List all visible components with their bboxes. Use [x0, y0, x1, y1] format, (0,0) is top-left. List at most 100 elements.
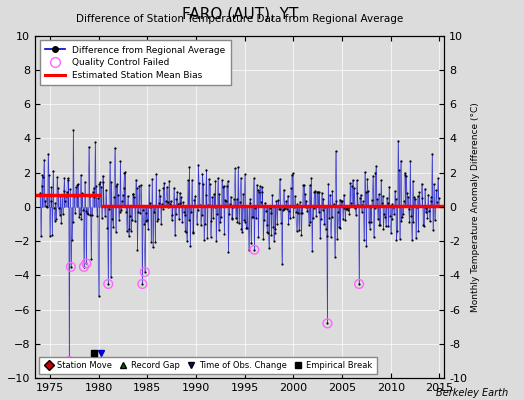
Point	[369, 172, 377, 179]
Point	[110, 194, 118, 200]
Point	[50, 218, 59, 224]
Point	[70, 192, 79, 199]
Point	[354, 202, 363, 208]
Point	[365, 218, 373, 225]
Point	[181, 228, 190, 235]
Point	[167, 217, 176, 223]
Point	[179, 199, 187, 206]
Point	[211, 204, 219, 211]
Point	[151, 239, 159, 245]
Point	[368, 197, 376, 203]
Point	[195, 180, 203, 186]
Point	[149, 244, 157, 250]
Point	[59, 211, 67, 217]
Point	[104, 281, 113, 287]
Point	[208, 194, 216, 200]
Point	[277, 220, 286, 226]
Point	[65, 358, 73, 364]
Point	[369, 234, 378, 240]
Point	[434, 195, 443, 201]
Point	[315, 189, 323, 196]
Point	[97, 215, 106, 221]
Point	[385, 183, 394, 190]
Point	[432, 187, 440, 193]
Point	[133, 247, 141, 253]
Point	[156, 193, 165, 199]
Point	[298, 210, 307, 216]
Point	[414, 228, 422, 234]
Point	[142, 210, 150, 217]
Point	[393, 228, 401, 234]
Point	[66, 186, 74, 192]
Point	[316, 216, 325, 222]
Point	[297, 210, 305, 216]
Point	[167, 198, 175, 204]
Point	[121, 169, 129, 176]
Point	[51, 200, 60, 207]
Point	[288, 171, 296, 178]
Point	[90, 194, 99, 200]
Point	[407, 213, 415, 220]
Point	[202, 166, 211, 173]
Text: Difference of Station Temperature Data from Regional Average: Difference of Station Temperature Data f…	[76, 14, 403, 24]
Point	[306, 219, 314, 225]
Point	[398, 214, 406, 220]
Point	[428, 150, 436, 157]
Point	[183, 238, 191, 244]
Point	[259, 235, 267, 242]
Point	[162, 184, 171, 190]
Point	[294, 210, 302, 216]
Point	[248, 214, 256, 220]
Point	[100, 203, 108, 209]
Point	[269, 224, 277, 230]
Point	[371, 170, 379, 177]
Point	[207, 218, 215, 224]
Point	[326, 234, 335, 240]
Point	[319, 206, 327, 213]
Point	[80, 264, 88, 270]
Point	[285, 221, 293, 227]
Point	[193, 207, 202, 213]
Point	[390, 188, 399, 194]
Point	[383, 194, 391, 201]
Point	[246, 196, 255, 202]
Point	[415, 189, 423, 196]
Point	[226, 201, 234, 208]
Point	[343, 204, 351, 211]
Point	[56, 192, 64, 199]
Point	[399, 211, 407, 218]
Point	[223, 178, 232, 184]
Point	[370, 204, 379, 211]
Point	[380, 211, 388, 218]
Point	[418, 180, 426, 187]
Point	[111, 145, 119, 151]
Point	[388, 201, 397, 208]
Point	[157, 221, 165, 227]
Point	[209, 215, 217, 222]
Point	[249, 175, 258, 182]
Point	[119, 184, 128, 191]
Point	[129, 191, 138, 198]
Point	[124, 233, 133, 239]
Point	[270, 230, 279, 236]
Point	[67, 264, 75, 270]
Point	[386, 212, 394, 219]
Point	[236, 175, 245, 181]
Point	[322, 233, 331, 239]
Point	[64, 177, 73, 184]
Point	[423, 215, 431, 221]
Point	[112, 228, 120, 235]
Point	[146, 204, 154, 210]
Point	[200, 237, 208, 243]
Point	[402, 173, 410, 179]
Point	[212, 238, 221, 244]
Point	[425, 218, 434, 224]
Point	[71, 210, 79, 216]
Point	[77, 215, 85, 222]
Point	[214, 175, 222, 181]
Point	[289, 214, 298, 220]
Point	[139, 207, 147, 214]
Point	[308, 248, 316, 254]
Point	[339, 216, 347, 222]
Point	[182, 229, 190, 235]
